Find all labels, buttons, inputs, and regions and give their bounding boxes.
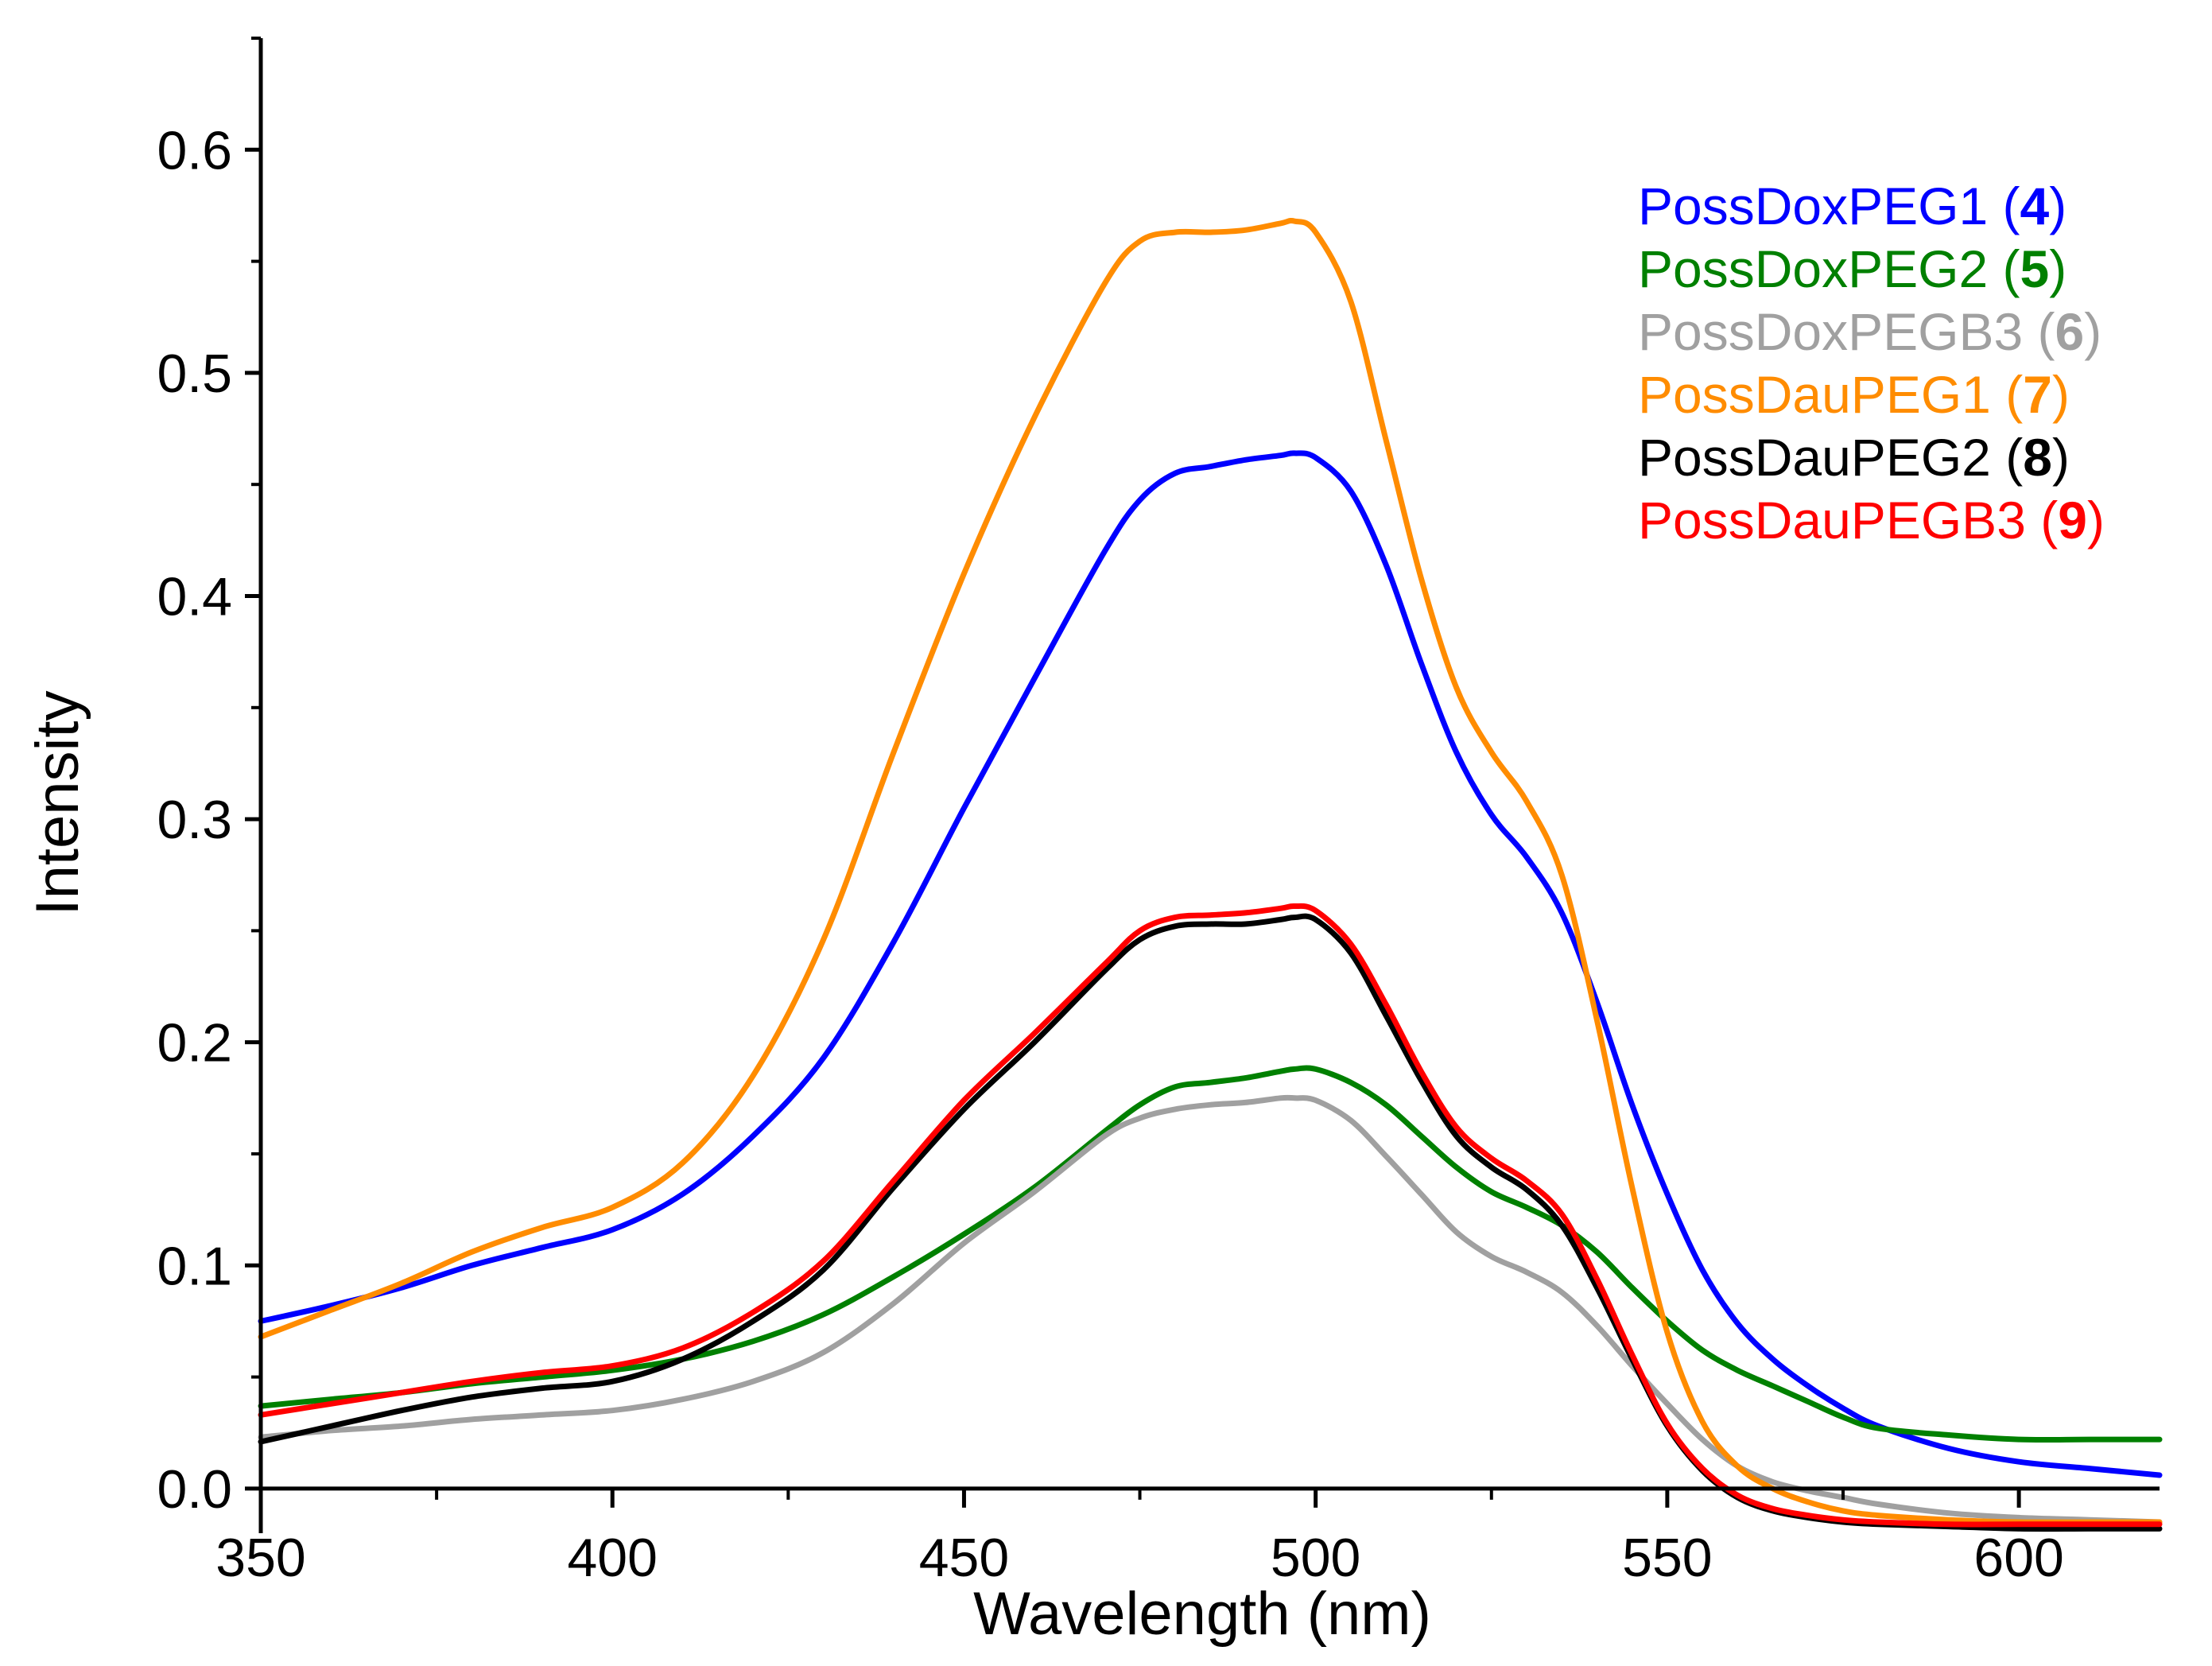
series-line-possdoxpeg1 (258, 450, 2163, 1478)
series-line-possdaupeg1 (258, 217, 2163, 1525)
y-tick-label: 0.4 (157, 566, 232, 627)
legend-label: PossDoxPEGB3 ( (1638, 302, 2055, 361)
legend-compound-number: 7 (2023, 365, 2052, 424)
legend-label: PossDoxPEG2 ( (1638, 239, 2020, 298)
x-tick-label: 500 (1271, 1528, 1360, 1588)
legend-closing-paren: ) (2084, 302, 2101, 361)
legend-entry-possdoxpeg2: PossDoxPEG2 (5) (1638, 239, 2066, 298)
legend-compound-number: 5 (2020, 239, 2050, 298)
legend-entry-possdoxpeg1: PossDoxPEG1 (4) (1638, 177, 2066, 235)
legend-compound-number: 4 (2020, 177, 2050, 235)
x-tick-label: 350 (215, 1528, 305, 1588)
series-line-possdaupegb3 (258, 903, 2163, 1528)
y-tick-label: 0.0 (157, 1459, 232, 1520)
legend-label: PossDauPEG2 ( (1638, 428, 2023, 487)
legend-closing-paren: ) (2049, 239, 2066, 298)
legend-closing-paren: ) (2087, 491, 2105, 550)
legend-closing-paren: ) (2052, 365, 2070, 424)
legend-compound-number: 6 (2055, 302, 2085, 361)
legend: PossDoxPEG1 (4)PossDoxPEG2 (5)PossDoxPEG… (1638, 177, 2105, 550)
y-axis-title: Intensity (24, 690, 91, 915)
x-tick-label: 550 (1622, 1528, 1712, 1588)
legend-compound-number: 8 (2023, 428, 2052, 487)
y-tick-label: 0.5 (157, 344, 232, 404)
y-tick-label: 0.3 (157, 790, 232, 850)
legend-closing-paren: ) (2052, 428, 2070, 487)
y-tick-label: 0.6 (157, 120, 232, 181)
y-tick-label: 0.2 (157, 1013, 232, 1074)
legend-label: PossDauPEGB3 ( (1638, 491, 2058, 550)
x-tick-label: 400 (567, 1528, 657, 1588)
axes-layer: 0.0 0.1 0.2 0.3 0.4 0.5 0.6 350 400 450 500 550 600 (157, 37, 2160, 1588)
x-tick-label: 600 (1973, 1528, 2063, 1588)
legend-closing-paren: ) (2049, 177, 2066, 235)
series-layer (258, 217, 2163, 1532)
legend-label: PossDoxPEG1 ( (1638, 177, 2020, 235)
legend-label: PossDauPEG1 ( (1638, 365, 2023, 424)
legend-entry-possdoxpegb3: PossDoxPEGB3 (6) (1638, 302, 2101, 361)
y-tick-label: 0.1 (157, 1236, 232, 1296)
legend-entry-possdaupeg2: PossDauPEG2 (8) (1638, 428, 2070, 487)
legend-entry-possdaupegb3: PossDauPEGB3 (9) (1638, 491, 2105, 550)
x-tick-label: 450 (919, 1528, 1009, 1588)
x-axis-title: Wavelength (nm) (973, 1580, 1431, 1648)
legend-entry-possdaupeg1: PossDauPEG1 (7) (1638, 365, 2070, 424)
legend-compound-number: 9 (2058, 491, 2087, 550)
